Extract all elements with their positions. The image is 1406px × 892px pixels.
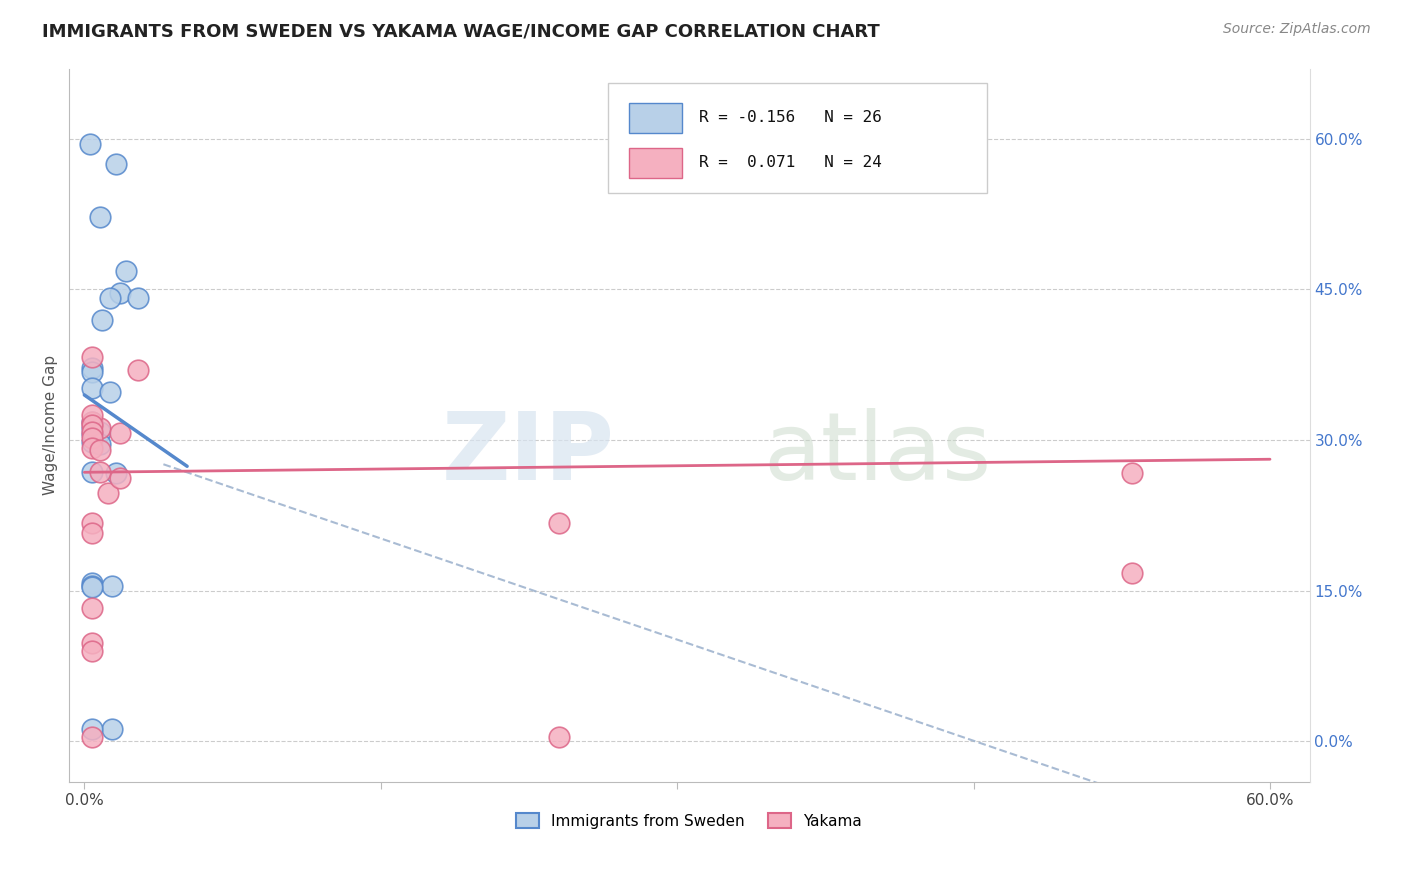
Point [82,525,104,540]
Point [104,467,127,481]
Point [82,644,104,658]
Point [127,363,149,377]
Point [82,381,104,395]
Bar [630,148,682,178]
Point [108,426,131,441]
Point [82,723,104,737]
Text: R = -0.156   N = 26: R = -0.156 N = 26 [699,110,882,125]
Text: IMMIGRANTS FROM SWEDEN VS YAKAMA WAGE/INCOME GAP CORRELATION CHART: IMMIGRANTS FROM SWEDEN VS YAKAMA WAGE/IN… [42,22,880,40]
Point [82,408,104,422]
Text: ZIP: ZIP [441,408,614,500]
Point [82,360,104,375]
Point [547,516,569,530]
Point [91,312,114,326]
Point [82,579,104,593]
Point [89,421,111,435]
Point [89,425,111,439]
Text: Source: ZipAtlas.com: Source: ZipAtlas.com [1223,22,1371,37]
Point [82,421,104,435]
Point [79,136,101,151]
Point [108,471,131,485]
Point [98,384,121,399]
Point [108,285,131,300]
Point [82,418,104,433]
FancyBboxPatch shape [609,83,987,194]
Point [89,210,111,224]
Point [127,291,149,305]
Bar [630,103,682,133]
Point [82,731,104,745]
Y-axis label: Wage/Income Gap: Wage/Income Gap [44,355,58,495]
Point [82,431,104,445]
Point [101,723,124,737]
Point [82,516,104,530]
Point [101,579,124,593]
Point [547,731,569,745]
Point [82,350,104,364]
Text: atlas: atlas [763,408,991,500]
Point [89,465,111,479]
Point [97,486,120,500]
Point [115,264,138,278]
Point [82,365,104,379]
Text: R =  0.071   N = 24: R = 0.071 N = 24 [699,155,882,170]
Point [82,415,104,429]
Legend: Immigrants from Sweden, Yakama: Immigrants from Sweden, Yakama [510,807,868,835]
Point [82,435,104,450]
Point [89,443,111,458]
Point [82,415,104,429]
Point [82,600,104,615]
Point [82,425,104,439]
Point [82,636,104,650]
Point [82,465,104,479]
Point [82,441,104,455]
Point [104,157,127,171]
Point [82,575,104,590]
Point [1121,566,1143,580]
Point [89,437,111,451]
Point [98,291,121,305]
Point [1121,467,1143,481]
Point [82,580,104,594]
Point [82,427,104,442]
